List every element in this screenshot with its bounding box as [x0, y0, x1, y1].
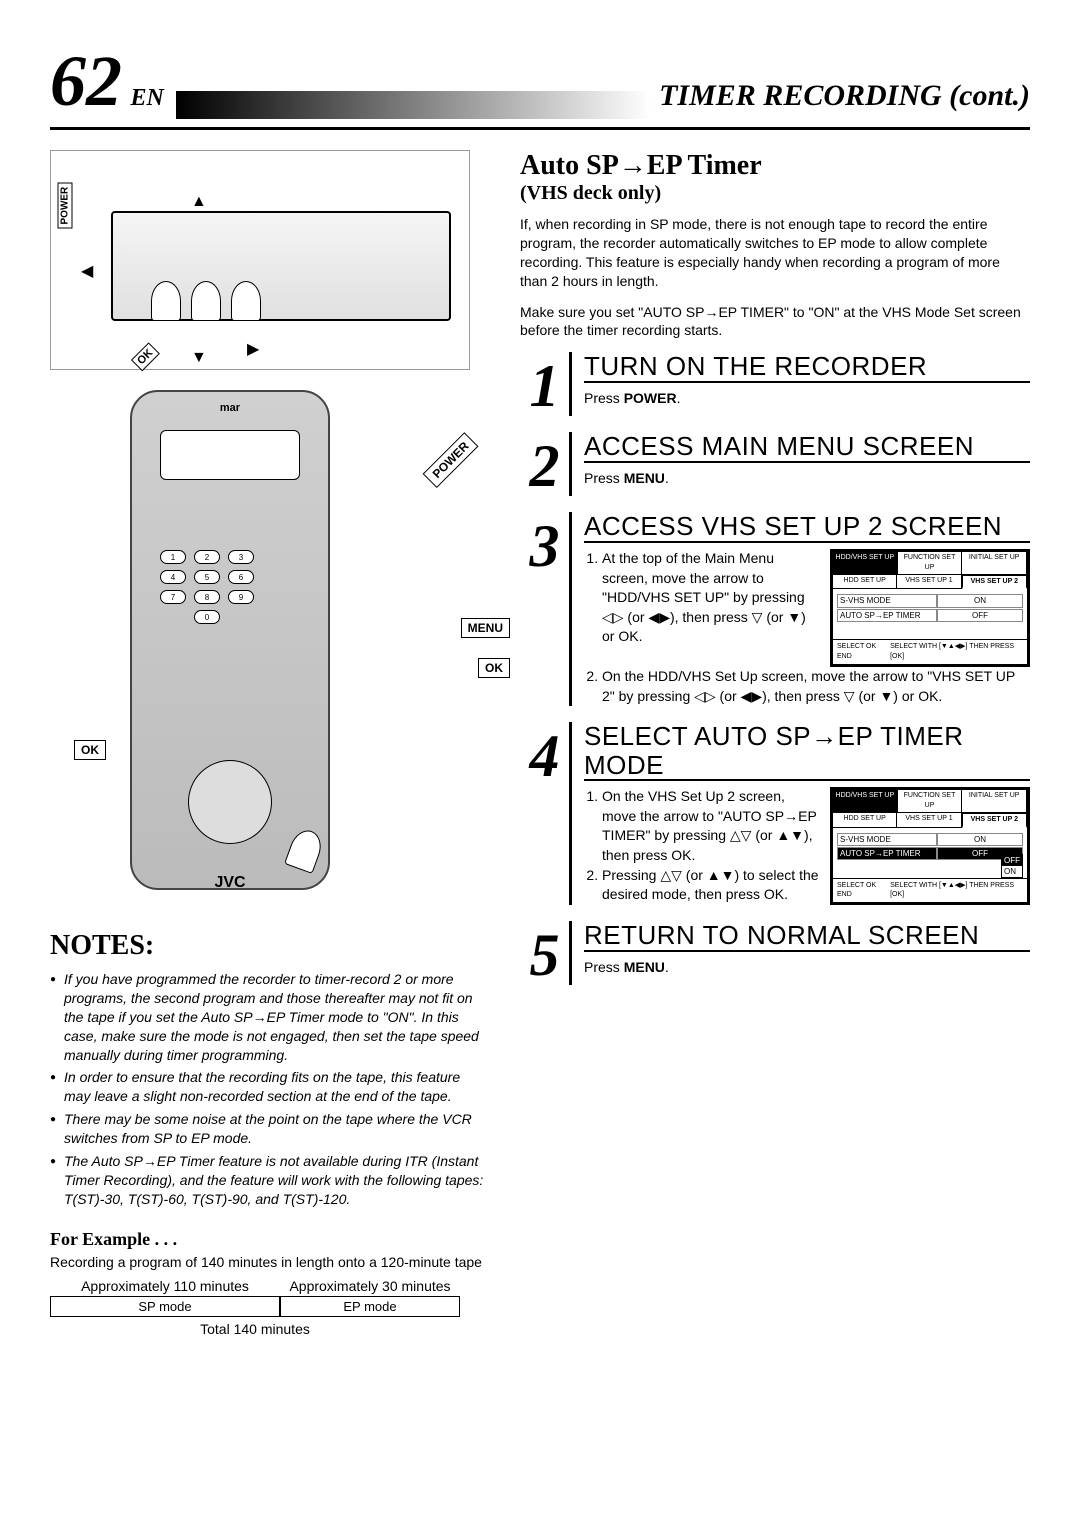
- step-number: 4: [520, 722, 572, 905]
- arrow-right-icon: ▶: [247, 339, 259, 359]
- menu-subtab: VHS SET UP 2: [962, 575, 1027, 590]
- num-4: 4: [160, 570, 186, 584]
- example-header-row: Approximately 110 minutes Approximately …: [50, 1278, 490, 1294]
- step-body: Press MENU.: [584, 958, 1030, 978]
- step-title: ACCESS MAIN MENU SCREEN: [584, 432, 1030, 463]
- step-number: 5: [520, 921, 572, 985]
- example-col1: SP mode: [50, 1296, 280, 1317]
- example-footer: Total 140 minutes: [50, 1321, 460, 1337]
- num-1: 1: [160, 550, 186, 564]
- example-row: SP mode EP mode: [50, 1296, 490, 1317]
- step-sub-2: On the HDD/VHS Set Up screen, move the a…: [602, 667, 1030, 706]
- step-1: 1 TURN ON THE RECORDER Press POWER.: [520, 352, 1030, 416]
- num-5: 5: [194, 570, 220, 584]
- hand-icon: [151, 281, 181, 321]
- num-9: 9: [228, 590, 254, 604]
- header-title: TIMER RECORDING (cont.): [659, 79, 1030, 113]
- num-2: 2: [194, 550, 220, 564]
- example-col2: EP mode: [280, 1296, 460, 1317]
- menu-tab: FUNCTION SET UP: [898, 552, 963, 574]
- remote-dpad: [188, 760, 272, 844]
- step-sub-1: At the top of the Main Menu screen, move…: [602, 549, 820, 647]
- num-0: 0: [194, 610, 220, 624]
- step-title: ACCESS VHS SET UP 2 SCREEN: [584, 512, 1030, 543]
- example-col2-header: Approximately 30 minutes: [280, 1278, 460, 1294]
- menu-tab: FUNCTION SET UP: [898, 790, 963, 812]
- step-number: 2: [520, 432, 572, 496]
- menu-tab: HDD/VHS SET UP: [833, 790, 898, 812]
- menu-tab: HDD/VHS SET UP: [833, 552, 898, 574]
- page-number: 62: [50, 41, 122, 121]
- menu-tab: INITIAL SET UP: [962, 790, 1027, 812]
- remote-numpad: 1 2 3 4 5 6 7 8 9 0: [160, 550, 300, 630]
- hand-icon: [191, 281, 221, 321]
- arrow-left-icon: ◀: [81, 261, 93, 281]
- remote-power-label: POWER: [422, 432, 478, 488]
- remote-menu-label: MENU: [461, 618, 510, 638]
- num-6: 6: [228, 570, 254, 584]
- step-sub-2: Pressing △▽ (or ▲▼) to select the desire…: [602, 866, 820, 905]
- step-title: TURN ON THE RECORDER: [584, 352, 1030, 383]
- step-4: 4 SELECT AUTO SP→EP TIMER MODE On the VH…: [520, 722, 1030, 905]
- remote-brand-top: mar: [132, 402, 328, 414]
- menu-screen-2: HDD/VHS SET UP FUNCTION SET UP INITIAL S…: [830, 787, 1030, 905]
- step-body: At the top of the Main Menu screen, move…: [584, 549, 1030, 706]
- remote-screen: [160, 430, 300, 480]
- example-title: For Example . . .: [50, 1229, 490, 1250]
- menu-option: ON: [1002, 866, 1022, 877]
- step-sub-1: On the VHS Set Up 2 screen, move the arr…: [602, 787, 820, 865]
- example-text: Recording a program of 140 minutes in le…: [50, 1254, 490, 1270]
- remote-ok2-label: OK: [74, 740, 106, 760]
- remote-brand: JVC: [130, 874, 330, 892]
- menu-tab: INITIAL SET UP: [962, 552, 1027, 574]
- step-body: Press MENU.: [584, 469, 1030, 489]
- page-header: 62 EN TIMER RECORDING (cont.): [50, 40, 1030, 130]
- arrow-down-icon: ▼: [191, 349, 207, 367]
- menu-subtab: HDD SET UP: [833, 575, 897, 589]
- step-title: SELECT AUTO SP→EP TIMER MODE: [584, 722, 1030, 781]
- note-item: There may be some noise at the point on …: [50, 1110, 490, 1148]
- menu-subtab: VHS SET UP 1: [897, 813, 961, 827]
- vcr-ok-label: OK: [131, 343, 160, 372]
- page-lang: EN: [130, 85, 163, 111]
- section-subtitle: (VHS deck only): [520, 182, 1030, 205]
- vcr-diagram: POWER MENU OK ▲ ▼ ◀ ▶: [50, 150, 470, 370]
- menu-screen-1: HDD/VHS SET UP FUNCTION SET UP INITIAL S…: [830, 549, 1030, 667]
- num-8: 8: [194, 590, 220, 604]
- menu-subtab: VHS SET UP 2: [962, 813, 1027, 828]
- intro-paragraph-1: If, when recording in SP mode, there is …: [520, 215, 1030, 291]
- note-item: In order to ensure that the recording fi…: [50, 1068, 490, 1106]
- arrow-up-icon: ▲: [191, 193, 207, 211]
- step-number: 3: [520, 512, 572, 706]
- step-5: 5 RETURN TO NORMAL SCREEN Press MENU.: [520, 921, 1030, 985]
- section-title: Auto SP→EP Timer: [520, 150, 1030, 182]
- header-gradient: [176, 91, 651, 119]
- menu-footer-left: SELECT OK END: [837, 881, 890, 901]
- menu-subtab: VHS SET UP 1: [897, 575, 961, 589]
- remote-diagram: mar 1 2 3 4 5 6 7 8 9: [130, 390, 410, 910]
- step-3: 3 ACCESS VHS SET UP 2 SCREEN At the top …: [520, 512, 1030, 706]
- notes-list: If you have programmed the recorder to t…: [50, 970, 490, 1209]
- step-body: On the VHS Set Up 2 screen, move the arr…: [584, 787, 1030, 905]
- menu-footer-left: SELECT OK END: [837, 642, 890, 662]
- notes-title: NOTES:: [50, 930, 490, 962]
- example-col1-header: Approximately 110 minutes: [50, 1278, 280, 1294]
- num-7: 7: [160, 590, 186, 604]
- note-item: The Auto SP→EP Timer feature is not avai…: [50, 1152, 490, 1209]
- step-2: 2 ACCESS MAIN MENU SCREEN Press MENU.: [520, 432, 1030, 496]
- menu-footer-right: SELECT WITH [▼▲◀▶] THEN PRESS [OK]: [890, 881, 1023, 901]
- remote-ok-label: OK: [478, 658, 510, 678]
- vcr-power-label: POWER: [58, 183, 73, 229]
- menu-option: OFF: [1002, 855, 1022, 866]
- hand-icon: [231, 281, 261, 321]
- num-3: 3: [228, 550, 254, 564]
- menu-footer-right: SELECT WITH [▼▲◀▶] THEN PRESS [OK]: [890, 642, 1023, 662]
- menu-subtab: HDD SET UP: [833, 813, 897, 827]
- step-body: Press POWER.: [584, 389, 1030, 409]
- intro-paragraph-2: Make sure you set "AUTO SP→EP TIMER" to …: [520, 303, 1030, 341]
- note-item: If you have programmed the recorder to t…: [50, 970, 490, 1064]
- step-number: 1: [520, 352, 572, 416]
- step-title: RETURN TO NORMAL SCREEN: [584, 921, 1030, 952]
